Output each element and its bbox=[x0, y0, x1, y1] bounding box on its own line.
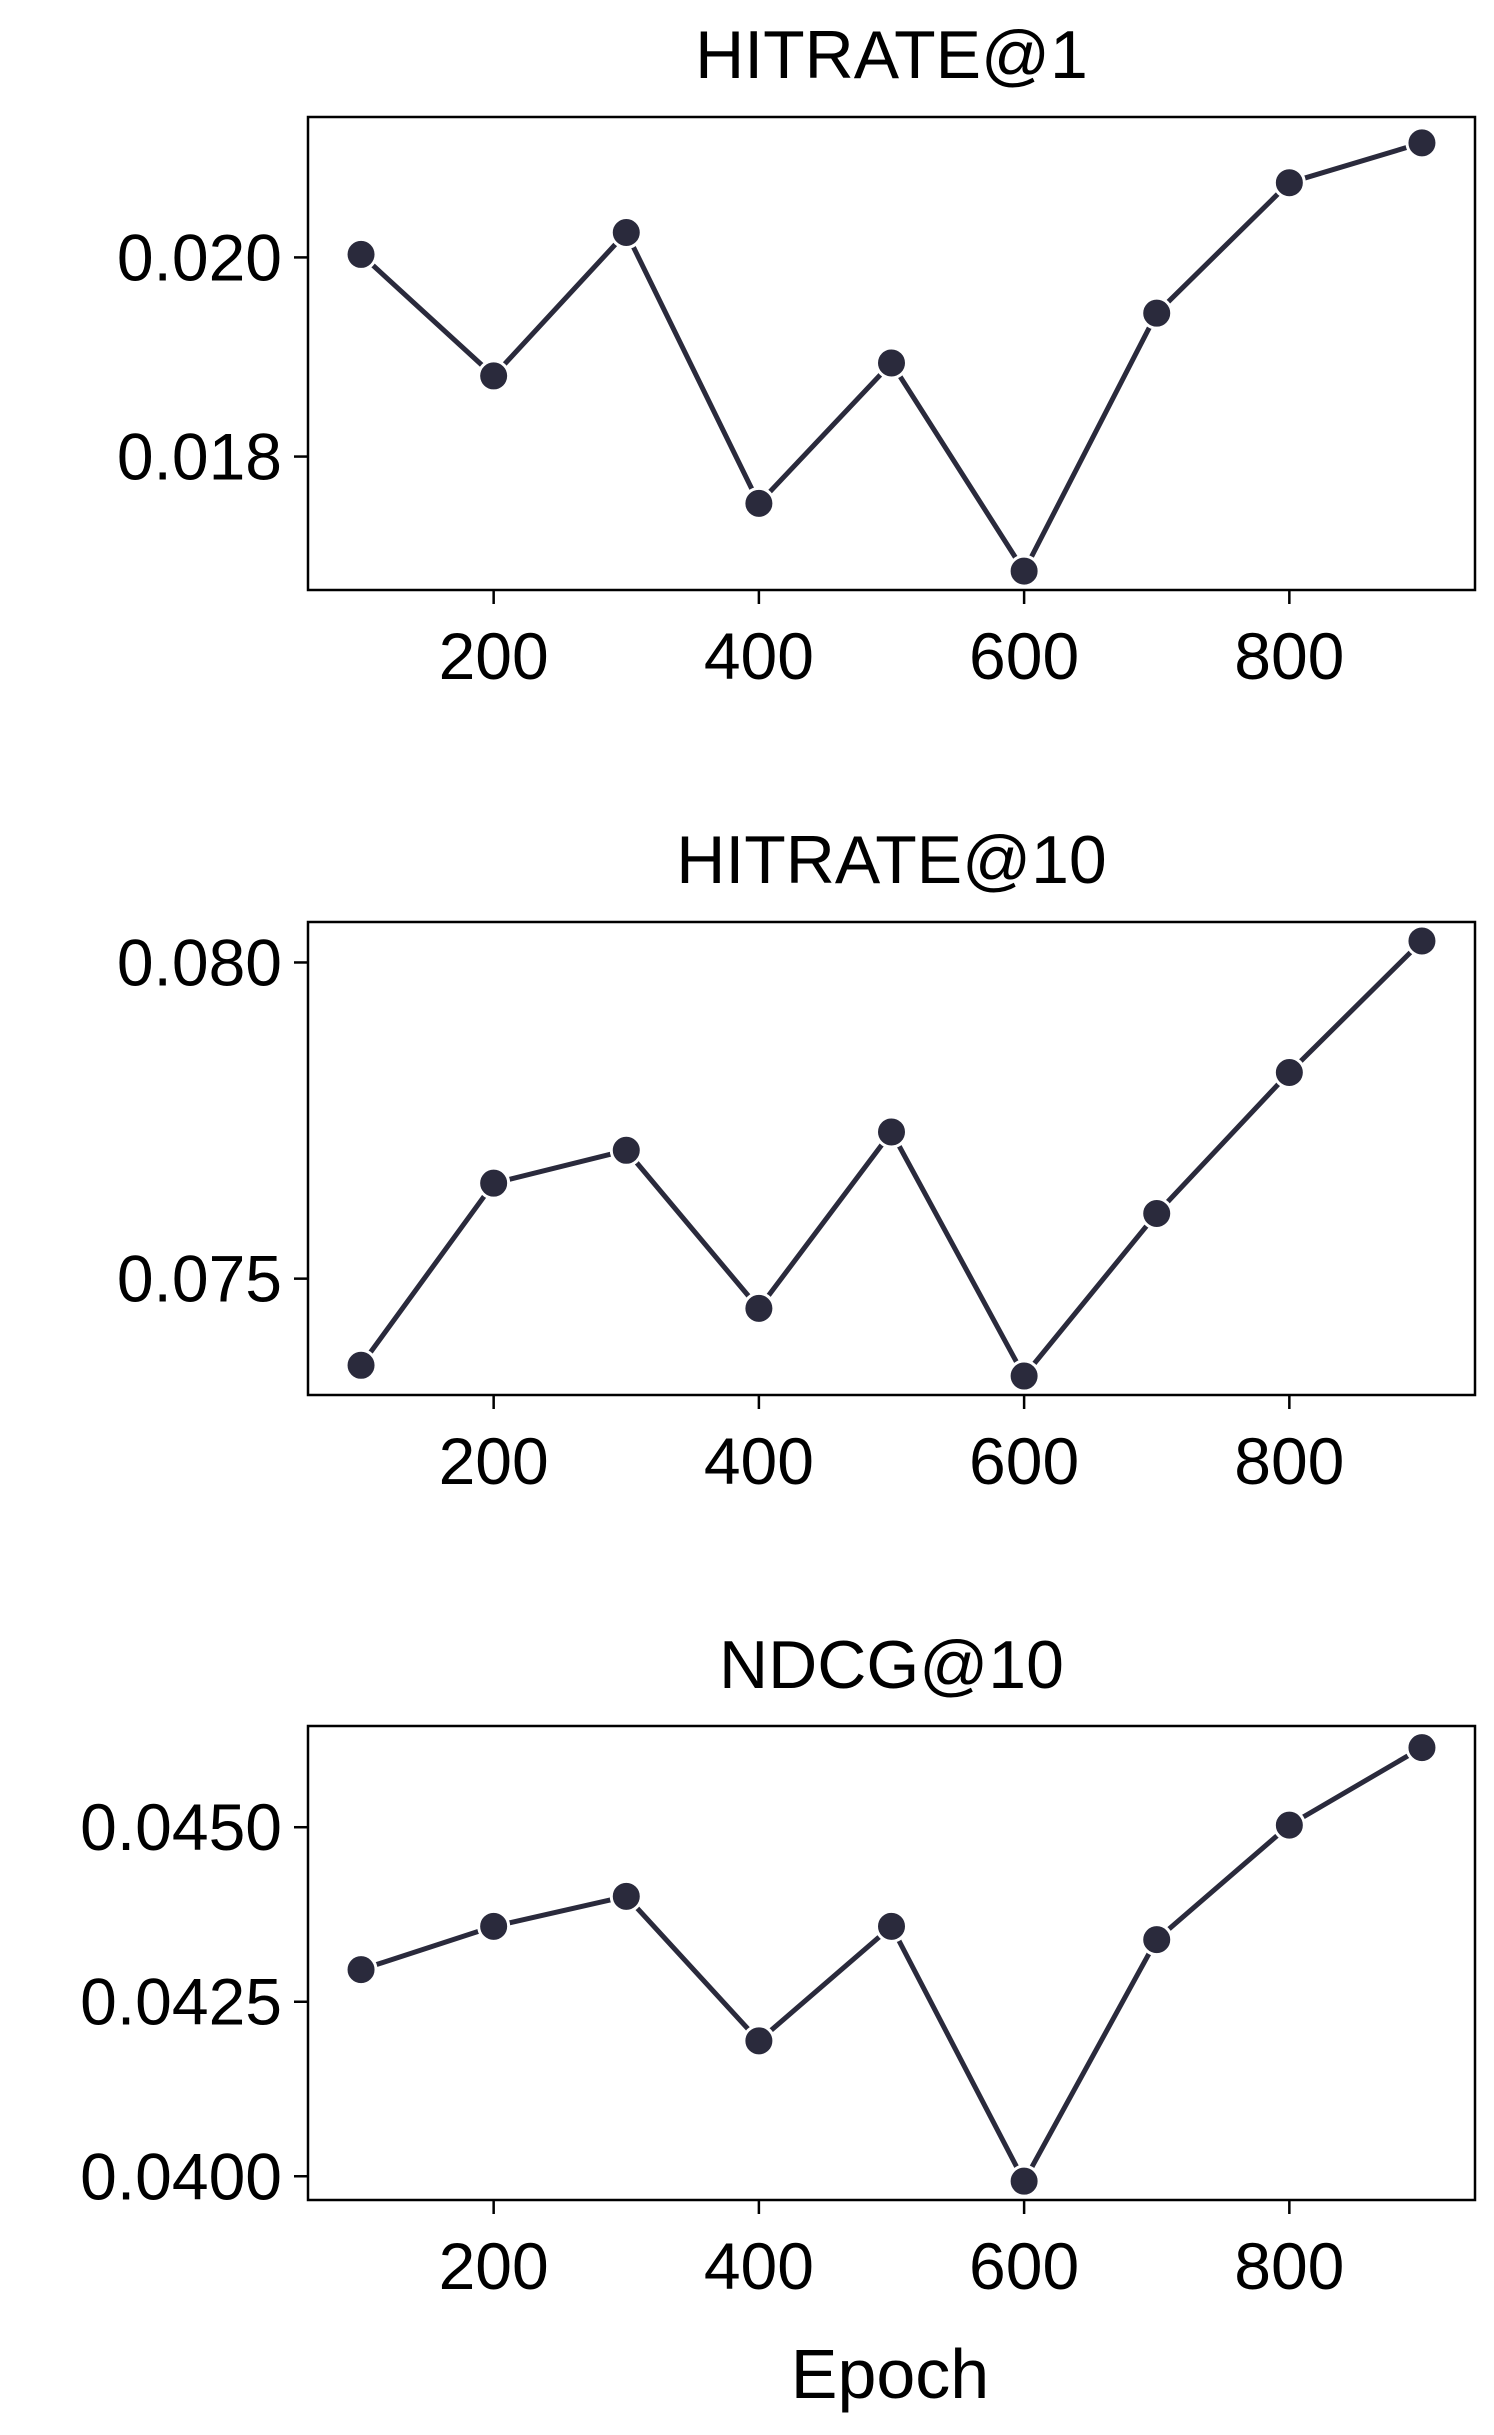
panel-1-data-point bbox=[344, 237, 378, 271]
panel-1-data-point bbox=[609, 216, 643, 250]
panel-3-data-point bbox=[477, 1909, 511, 1943]
panel-3-xtick-label: 400 bbox=[704, 2229, 814, 2303]
panel-3-ytick-label: 0.0400 bbox=[80, 2139, 282, 2213]
panel-3-data-point bbox=[609, 1879, 643, 1913]
panel-1-axes-frame bbox=[306, 115, 1477, 592]
panel-2-data-point bbox=[1007, 1359, 1041, 1393]
panel-1-data-point bbox=[1405, 126, 1439, 160]
panel-3-data-point bbox=[742, 2024, 776, 2058]
panel-3-data-point bbox=[875, 1909, 908, 1943]
panel-2-data-point bbox=[1140, 1197, 1174, 1231]
panel-2-data-point bbox=[477, 1166, 511, 1200]
panel-2-axes-frame bbox=[306, 920, 1477, 1397]
panel-1-data-point bbox=[1140, 296, 1174, 330]
panel-3-ytick-label: 0.0450 bbox=[80, 1790, 282, 1864]
panel-1-data-point bbox=[1272, 166, 1306, 200]
panel-3-ytick-label: 0.0425 bbox=[80, 1965, 282, 2039]
panel-2-xtick-label: 200 bbox=[439, 1424, 549, 1498]
panel-1-xtick-label: 200 bbox=[439, 619, 549, 693]
panel-1-ytick-label: 0.020 bbox=[117, 220, 282, 294]
panel-1-ytick-label: 0.018 bbox=[117, 420, 282, 494]
panel-3-title: NDCG@10 bbox=[719, 1627, 1064, 1703]
panel-3-xtick-label: 600 bbox=[969, 2229, 1079, 2303]
panel-2-data-point bbox=[344, 1348, 378, 1382]
panel-3-xtick-label: 200 bbox=[439, 2229, 549, 2303]
panel-1-xtick-label: 800 bbox=[1234, 619, 1344, 693]
panel-2-data-point bbox=[1272, 1056, 1306, 1089]
panel-1-xtick-label: 600 bbox=[969, 619, 1079, 693]
panel-2-data-point bbox=[875, 1115, 908, 1149]
panel-2-data-point bbox=[1405, 924, 1439, 958]
panel-3-data-point bbox=[344, 1953, 378, 1987]
panel-2-xtick-label: 800 bbox=[1234, 1424, 1344, 1498]
x-axis-label: Epoch bbox=[791, 2335, 989, 2413]
panel-3-data-point bbox=[1007, 2164, 1041, 2198]
panel-2-xtick-label: 400 bbox=[704, 1424, 814, 1498]
panel-1-xtick-label: 400 bbox=[704, 619, 814, 693]
panel-2-title: HITRATE@10 bbox=[676, 822, 1107, 898]
panel-2-data-point bbox=[609, 1133, 643, 1167]
panel-2-ytick-label: 0.075 bbox=[117, 1242, 282, 1316]
panel-2-ytick-label: 0.080 bbox=[117, 925, 282, 999]
panel-3-data-point bbox=[1272, 1808, 1306, 1842]
panel-1-data-point bbox=[477, 359, 511, 393]
panel-3-xtick-label: 800 bbox=[1234, 2229, 1344, 2303]
panel-1-title: HITRATE@1 bbox=[695, 17, 1088, 93]
panel-2-data-point bbox=[742, 1291, 776, 1325]
panel-1-data-point bbox=[742, 486, 776, 520]
panel-3-data-point bbox=[1140, 1923, 1174, 1957]
panel-3-axes-frame bbox=[306, 1724, 1477, 2202]
panel-1-data-point bbox=[1007, 554, 1041, 588]
panel-2-xtick-label: 600 bbox=[969, 1424, 1079, 1498]
panel-1-data-point bbox=[875, 346, 908, 380]
panel-3-data-point bbox=[1405, 1731, 1439, 1765]
